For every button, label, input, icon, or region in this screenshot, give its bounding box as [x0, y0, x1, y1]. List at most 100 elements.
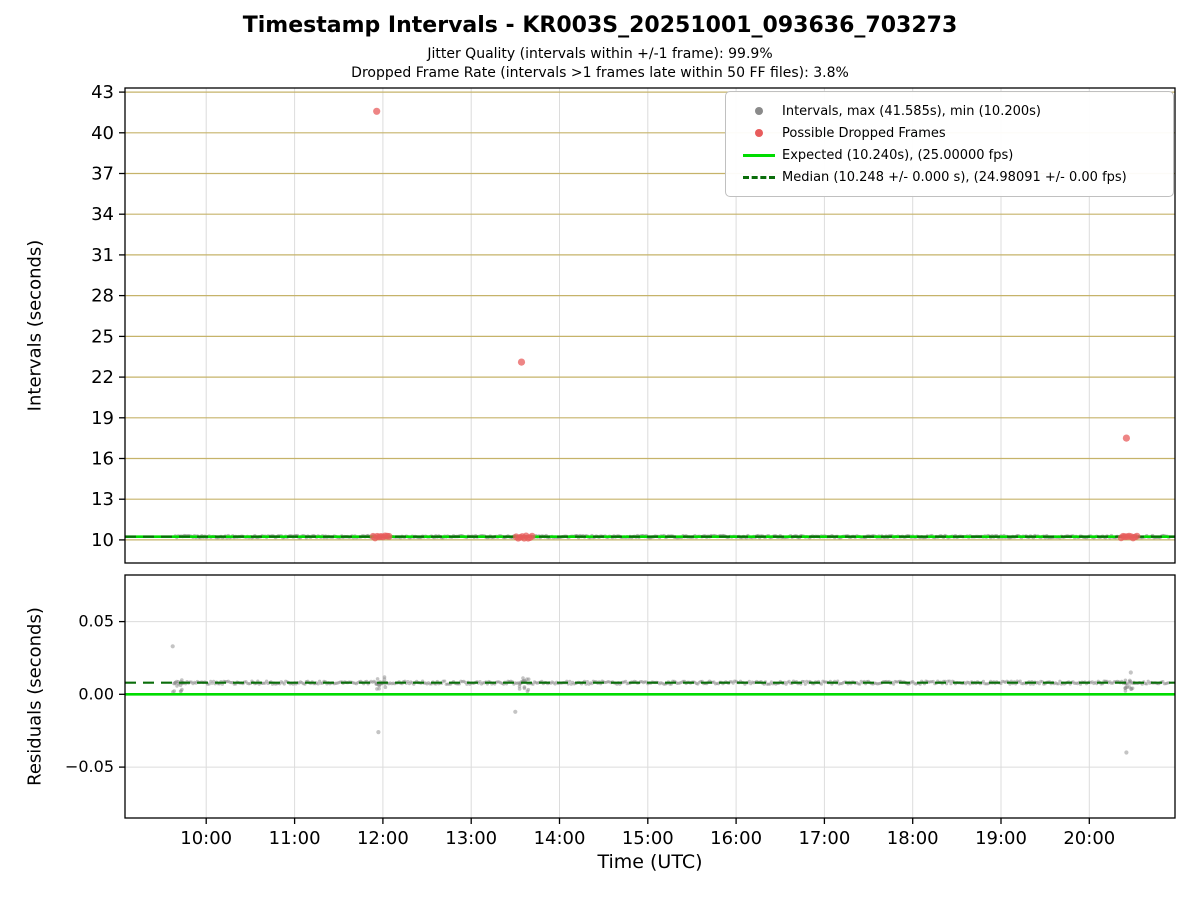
residual-dot: [282, 682, 286, 686]
chart-title: Timestamp Intervals - KR003S_20251001_09…: [242, 13, 958, 38]
legend-label-median: Median (10.248 +/- 0.000 s), (24.98091 +…: [782, 169, 1127, 185]
x-tick-label: 20:00: [1063, 828, 1115, 849]
residual-outlier-dot: [1124, 750, 1129, 755]
axis-ticks: 10 13 16 19 22 25 28 31 34 37 40 43 0.05 0.00 −0.05 10:…: [65, 82, 1115, 849]
x-tick-label: 14:00: [534, 828, 586, 849]
legend-item-intervals: Intervals, max (41.585s), min (10.200s): [736, 100, 1163, 122]
bottom-plot-border: [124, 574, 1176, 819]
x-tick-label: 15:00: [622, 828, 674, 849]
residual-dot: [1056, 682, 1060, 686]
residual-outlier-dot: [513, 709, 518, 714]
residual-dot: [1058, 679, 1062, 683]
residual-dot: [1125, 685, 1130, 689]
median-line-marker: [743, 175, 775, 179]
dropped-frame-points: [369, 107, 1141, 542]
bottom-y-tick-label: 0.05: [78, 612, 114, 631]
residual-dot: [522, 685, 527, 689]
top-y-tick-label: 37: [91, 164, 114, 185]
residual-dot: [179, 689, 183, 693]
residual-dot: [590, 682, 594, 686]
residual-dot: [802, 680, 806, 684]
residual-dot: [173, 680, 178, 685]
x-tick-label: 12:00: [357, 828, 409, 849]
residual-dot: [568, 679, 572, 683]
residual-dot: [478, 680, 482, 684]
top-y-tick-label: 16: [91, 449, 114, 470]
dropped-frame-dot: [1133, 532, 1141, 540]
top-plot-border: [124, 87, 1176, 564]
top-y-tick-label: 40: [91, 123, 114, 144]
jitter-quality-subtitle: Jitter Quality (intervals within +/-1 fr…: [427, 46, 773, 62]
residual-dot: [1145, 682, 1149, 686]
top-y-tick-label: 13: [91, 489, 114, 510]
residual-dot: [981, 679, 986, 684]
residual-dot: [1123, 689, 1128, 693]
residual-dot: [172, 689, 176, 693]
x-tick-label: 10:00: [180, 828, 232, 849]
residual-dot: [949, 682, 953, 686]
x-axis-label: Time (UTC): [597, 851, 703, 873]
residual-dot: [207, 682, 211, 686]
residual-dot: [803, 682, 807, 686]
legend-label-expected: Expected (10.240s), (25.00000 fps): [782, 147, 1014, 163]
x-tick-label: 11:00: [269, 828, 321, 849]
top-y-axis-label: Intervals (seconds): [24, 239, 46, 412]
residual-dot: [382, 675, 387, 679]
residual-dot: [1130, 686, 1135, 691]
bottom-y-tick-label: 0.00: [78, 684, 114, 703]
x-tick-label: 13:00: [445, 828, 497, 849]
bottom-y-axis-label: Residuals (seconds): [24, 607, 46, 786]
residual-dot: [624, 679, 628, 684]
dropped-frame-outlier-dot: [1122, 434, 1130, 442]
residual-dot: [1128, 681, 1133, 685]
residual-dot: [212, 679, 216, 683]
top-y-tick-label: 19: [91, 408, 114, 429]
dropped-frame-dot: [385, 532, 393, 540]
residual-dot: [383, 685, 388, 689]
top-y-tick-label: 10: [91, 530, 114, 551]
residual-dot: [947, 679, 952, 683]
dropped-frame-outlier-dot: [517, 358, 526, 366]
legend-item-dropped-frames: Possible Dropped Frames: [736, 122, 1163, 144]
residual-dot: [525, 677, 529, 681]
residual-dot: [1123, 678, 1128, 683]
top-y-tick-label: 43: [91, 82, 114, 103]
residual-dot: [517, 684, 522, 689]
residual-dot: [531, 682, 535, 686]
legend-item-expected: Expected (10.240s), (25.00000 fps): [736, 144, 1163, 166]
residual-dot: [175, 684, 179, 688]
bottom-y-tick-label: −0.05: [65, 757, 114, 776]
residual-dot: [858, 682, 862, 686]
residual-dot: [585, 680, 590, 684]
dropped-frame-rate-subtitle: Dropped Frame Rate (intervals >1 frames …: [351, 65, 849, 81]
residual-dot: [526, 687, 531, 692]
residual-outlier-dot: [376, 730, 381, 735]
x-tick-label: 19:00: [975, 828, 1027, 849]
residual-dot: [377, 686, 381, 691]
residual-points: [170, 644, 1171, 755]
legend: Intervals, max (41.585s), min (10.200s) …: [725, 91, 1174, 197]
residual-dot: [747, 679, 751, 684]
top-y-tick-label: 28: [91, 286, 114, 307]
residual-dot: [375, 677, 380, 681]
residual-dot: [518, 681, 522, 686]
residual-dot: [819, 682, 824, 686]
gridlines: [125, 88, 1175, 818]
residual-outlier-dot: [170, 644, 175, 649]
residual-dot: [1037, 682, 1041, 686]
expected-line-marker: [743, 153, 775, 157]
top-y-tick-label: 25: [91, 326, 114, 347]
x-tick-label: 18:00: [887, 828, 939, 849]
residual-dot: [316, 682, 320, 686]
x-tick-label: 16:00: [710, 828, 762, 849]
gray-dot-marker: [755, 107, 763, 115]
dropped-frame-outlier-dot: [373, 107, 381, 115]
residual-dot: [265, 679, 269, 683]
legend-item-median: Median (10.248 +/- 0.000 s), (24.98091 +…: [736, 166, 1163, 188]
residual-dot: [892, 682, 896, 686]
legend-label-dropped-frames: Possible Dropped Frames: [782, 125, 946, 141]
dropped-frame-dot: [528, 532, 536, 540]
residual-dot: [180, 678, 184, 682]
red-dot-marker: [755, 129, 763, 137]
